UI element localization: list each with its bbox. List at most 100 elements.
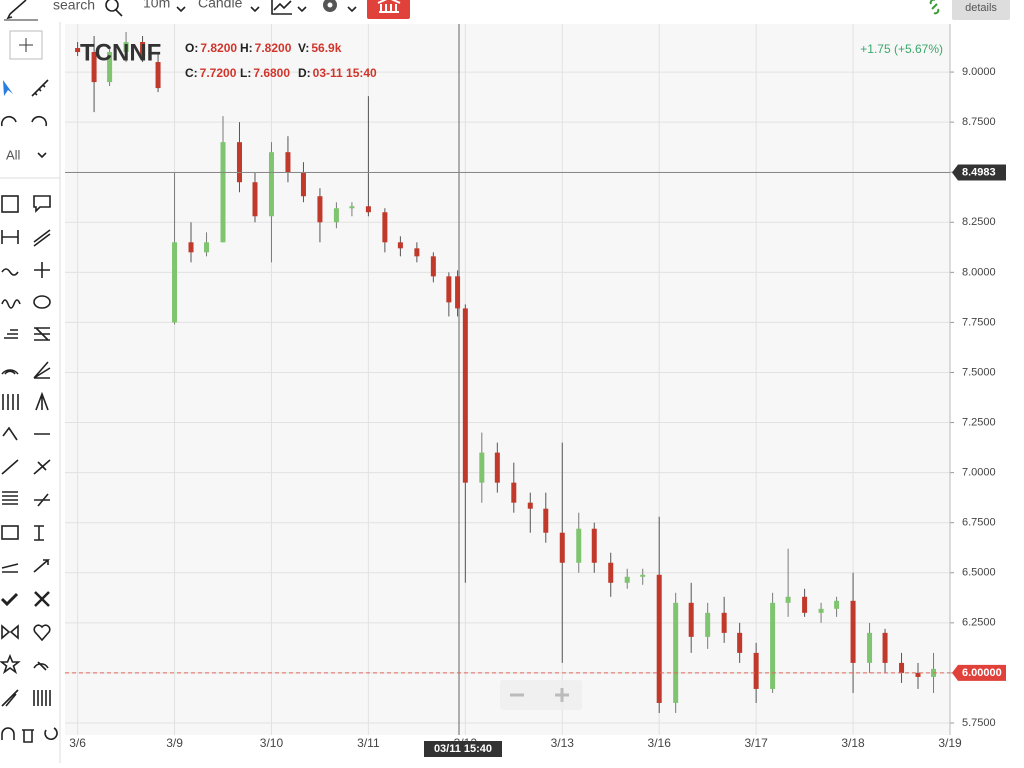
ohlc-legend: O: 7.8200 H: 7.8200 V: 56.9kC: 7.7200 L: 7.6800 D… — [185, 41, 377, 80]
x-tick-label: 3/19 — [938, 736, 962, 750]
candle-body — [624, 576, 630, 583]
x-tick-label: 3/16 — [648, 736, 672, 750]
y-tick-label: 8.2500 — [962, 216, 996, 228]
institution-button[interactable] — [367, 0, 410, 19]
interval-select[interactable]: 10m — [143, 0, 170, 11]
market-details-wrap: market details — [964, 0, 998, 14]
tool-icons[interactable] — [0, 195, 58, 743]
candle-body — [479, 452, 485, 483]
candle-body — [656, 574, 662, 703]
toolbar: search 10m Candle market details — [4, 0, 1010, 21]
dropdown-arrow[interactable] — [250, 6, 260, 13]
y-tick-label: 5.7500 — [962, 717, 996, 729]
x-tick-label: 3/11 — [357, 736, 380, 750]
candle-body — [818, 608, 824, 613]
ohlc-key: O: — [185, 41, 198, 55]
market-details-label[interactable]: market details — [964, 0, 998, 14]
candle-body — [640, 574, 646, 577]
last-price-label: 6.00000 — [962, 667, 1002, 679]
candle-body — [268, 152, 274, 217]
candle-body — [317, 196, 323, 223]
y-tick-label: 7.7500 — [962, 316, 996, 328]
candle-body — [204, 242, 210, 253]
candle-body — [576, 528, 582, 563]
redo-tool[interactable] — [31, 115, 48, 127]
candle-body — [915, 672, 921, 677]
crosshair-price-label: 8.4983 — [962, 166, 996, 178]
drawing-tools: All — [0, 22, 61, 763]
ohlc-key: L: — [240, 66, 251, 80]
candle-body — [220, 142, 226, 243]
candle-body — [559, 532, 565, 563]
candle-body — [785, 596, 791, 603]
candle-body — [365, 206, 371, 213]
candle-body — [591, 528, 597, 563]
pointer-tool[interactable] — [3, 80, 13, 96]
zoom-in[interactable] — [555, 688, 569, 702]
y-tick-label: 6.5000 — [962, 567, 996, 579]
ohlc-value: 56.9k — [311, 41, 341, 55]
search-icon[interactable] — [105, 0, 119, 12]
x-tick-label: 3/10 — [260, 736, 284, 750]
tool-filter[interactable]: All — [6, 147, 21, 162]
symbol: TCNNF — [80, 39, 161, 66]
candle-body — [688, 602, 694, 637]
x-tick-label: 3/18 — [841, 736, 865, 750]
ohlc-key: V: — [298, 41, 309, 55]
candle-body — [382, 212, 388, 243]
y-tick-label: 7.2500 — [962, 416, 996, 428]
crosshair-price-tag — [952, 164, 1006, 181]
x-tick-label: 3/13 — [551, 736, 575, 750]
chart-style-select[interactable]: Candle — [198, 0, 243, 11]
candle-body — [172, 242, 178, 323]
candle-body — [608, 562, 614, 583]
candle-body — [721, 612, 727, 633]
candle-body — [123, 42, 129, 53]
ruler-tool[interactable] — [31, 79, 49, 97]
price-change: +1.75 (+5.67%) — [860, 42, 943, 56]
dropdown-arrow[interactable] — [347, 6, 357, 13]
candle-body — [285, 152, 291, 173]
candle-body — [446, 276, 452, 303]
zoom-panel — [500, 680, 582, 710]
link-icon[interactable] — [929, 0, 940, 15]
candle-body — [414, 248, 420, 257]
market-details-button[interactable] — [952, 0, 1010, 20]
plot-area[interactable] — [65, 24, 950, 735]
candle-body — [494, 452, 500, 483]
candle-body — [252, 182, 258, 217]
ohlc-key: H: — [240, 41, 253, 55]
dropdown-arrow[interactable] — [176, 6, 186, 13]
crosshair-icon — [19, 38, 33, 52]
search-input[interactable]: search — [53, 0, 95, 13]
candle-body — [705, 612, 711, 637]
candle-body — [850, 600, 856, 663]
y-tick-label: 6.2500 — [962, 617, 996, 629]
candle-body — [899, 662, 905, 673]
candle-body — [867, 632, 873, 663]
candle-body — [543, 508, 549, 533]
dropdown-arrow[interactable] — [37, 152, 47, 159]
ohlc-value: 03-11 15:40 — [313, 66, 377, 80]
x-tick-label: 3/9 — [166, 736, 183, 750]
candle-body — [753, 652, 759, 689]
y-tick-label: 8.7500 — [962, 116, 996, 128]
ohlc-value: 7.7200 — [200, 66, 237, 80]
y-tick-label: 7.5000 — [962, 366, 996, 378]
candle-body — [882, 632, 888, 663]
dropdown-arrow[interactable] — [297, 6, 307, 13]
settings-icon-hole — [327, 2, 333, 8]
candlestick-chart: 5.75006.00006.25006.50006.75007.00007.25… — [65, 24, 1006, 757]
x-tick-label: 3/6 — [69, 736, 86, 750]
candle-body — [140, 42, 146, 57]
ohlc-value: 7.8200 — [200, 41, 237, 55]
candle-body — [430, 256, 436, 277]
x-tick-label: 3/17 — [744, 736, 768, 750]
undo-tool[interactable] — [0, 115, 17, 127]
pencil-icon[interactable] — [6, 0, 27, 20]
crosshair-time-label: 03/11 15:40 — [434, 743, 492, 755]
indicator-icon[interactable] — [271, 0, 292, 15]
candle-body — [802, 596, 808, 613]
candle-body — [737, 632, 743, 653]
